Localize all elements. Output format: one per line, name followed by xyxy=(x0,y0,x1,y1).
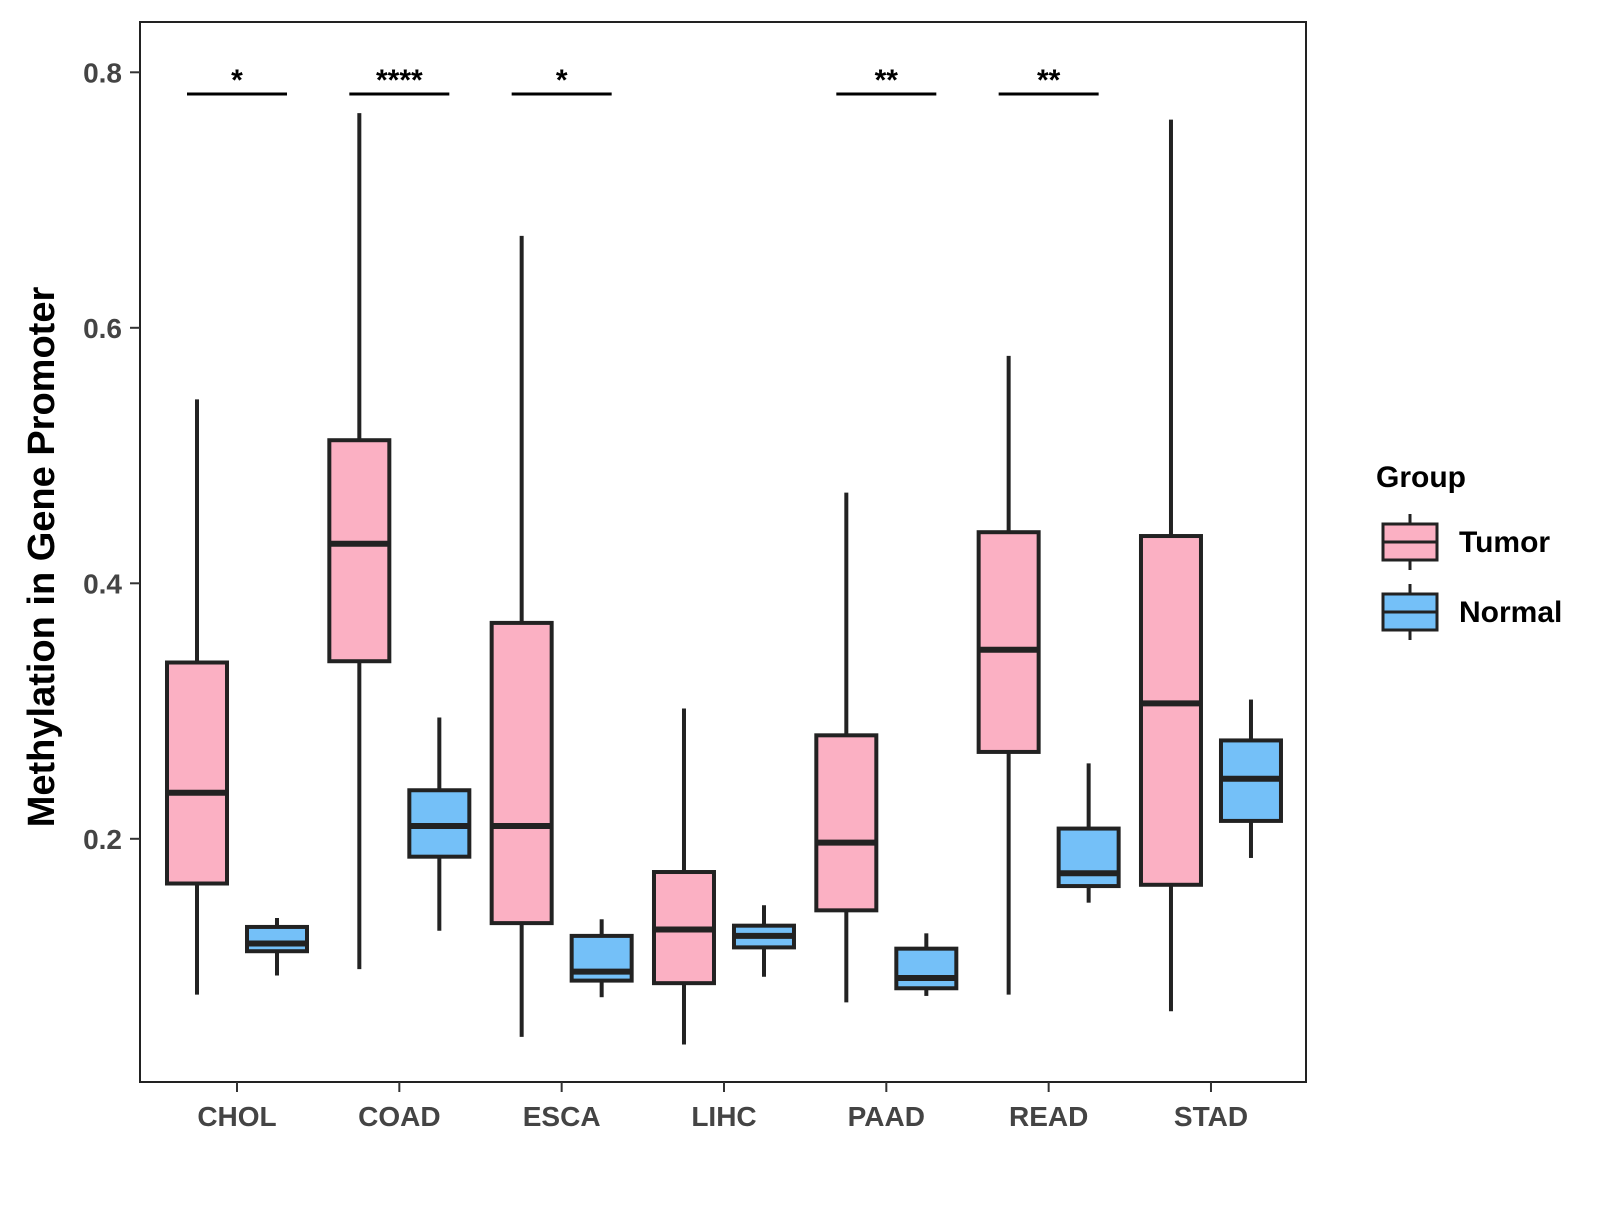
significance-label: * xyxy=(231,64,243,97)
significance-layer: * **** * ** ** xyxy=(187,64,1099,97)
x-tick-label: PAAD xyxy=(848,1101,925,1132)
y-tick-label: 0.4 xyxy=(83,568,122,599)
x-tick-label: STAD xyxy=(1174,1101,1248,1132)
significance-chol: * xyxy=(187,64,287,97)
legend-item-normal: Normal xyxy=(1381,584,1562,640)
box-normal-stad xyxy=(1218,699,1283,858)
legend-label: Tumor xyxy=(1459,526,1550,559)
y-axis-title: Methylation in Gene Promoter xyxy=(21,287,63,828)
x-tick-label: CHOL xyxy=(197,1101,276,1132)
box-body xyxy=(1056,826,1121,889)
significance-label: ** xyxy=(1037,64,1061,97)
y-tick-label: 0.8 xyxy=(83,57,122,88)
boxes-layer xyxy=(165,113,1283,1045)
box-tumor-paad xyxy=(814,492,879,1003)
box-normal-paad xyxy=(894,933,959,996)
legend: Group Tumor Normal xyxy=(1376,461,1562,640)
box-tumor-lihc xyxy=(651,708,716,1045)
box-body xyxy=(1138,534,1203,887)
box-tumor-chol xyxy=(165,399,229,995)
box-tumor-coad xyxy=(327,113,392,970)
box-tumor-esca xyxy=(489,235,554,1037)
legend-item-tumor: Tumor xyxy=(1381,514,1550,570)
box-body xyxy=(165,660,229,886)
box-body xyxy=(894,946,959,991)
significance-read: ** xyxy=(998,64,1099,97)
x-tick-label: READ xyxy=(1009,1101,1088,1132)
box-normal-read xyxy=(1056,763,1121,903)
box-body xyxy=(489,620,554,926)
significance-coad: **** xyxy=(349,64,450,97)
box-body xyxy=(327,438,392,664)
axis-layer: 0.2 0.4 0.6 0.8 CHOL COAD ESCA LIHC PAAD READ STAD xyxy=(83,57,1248,1132)
significance-label: ** xyxy=(875,64,899,97)
box-normal-chol xyxy=(245,918,309,976)
x-tick-label: COAD xyxy=(358,1101,440,1132)
box-tumor-read xyxy=(976,355,1041,995)
box-normal-esca xyxy=(569,919,634,998)
box-body xyxy=(245,924,309,954)
box-normal-lihc xyxy=(731,905,796,977)
box-normal-coad xyxy=(407,717,472,931)
significance-paad: ** xyxy=(836,64,937,97)
x-tick-label: ESCA xyxy=(523,1101,601,1132)
box-body xyxy=(814,733,879,913)
significance-esca: * xyxy=(511,64,612,97)
significance-label: **** xyxy=(376,64,423,97)
y-tick-label: 0.6 xyxy=(83,313,122,344)
legend-label: Normal xyxy=(1459,596,1562,629)
x-tick-label: LIHC xyxy=(691,1101,756,1132)
plot-panel xyxy=(139,21,1307,1083)
y-tick-label: 0.2 xyxy=(83,824,122,855)
box-body xyxy=(976,530,1041,754)
legend-title: Group xyxy=(1376,461,1466,494)
box-tumor-stad xyxy=(1138,119,1203,1012)
significance-label: * xyxy=(556,64,568,97)
